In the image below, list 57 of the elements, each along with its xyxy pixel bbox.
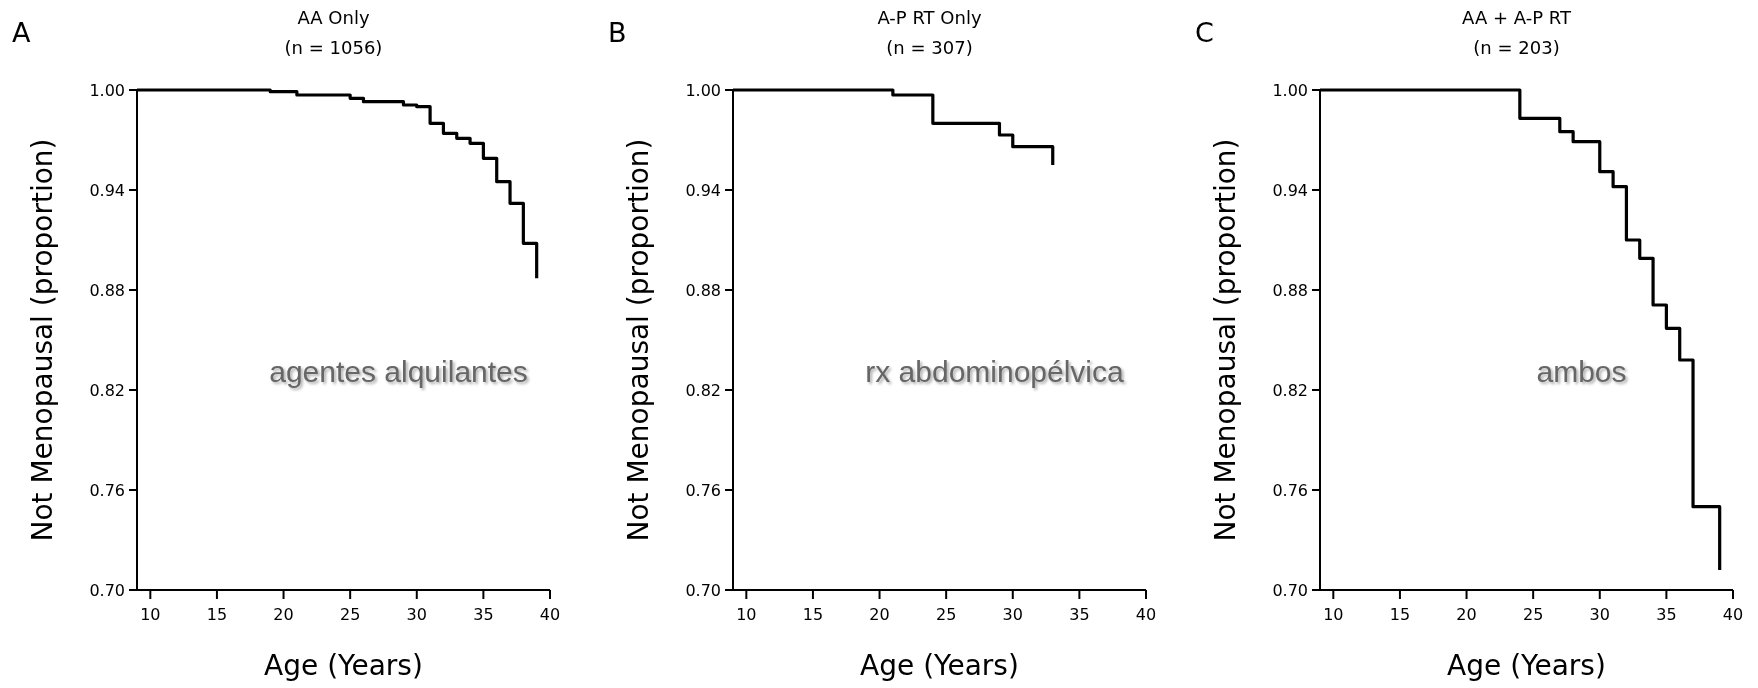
x-tick-label: 40 <box>539 605 561 624</box>
x-tick-label: 25 <box>935 605 957 624</box>
y-tick-label: 0.70 <box>685 580 721 600</box>
chart-title: AA Only <box>297 7 370 28</box>
y-tick-label: 0.88 <box>89 280 125 300</box>
y-tick-label: 0.94 <box>1272 180 1308 200</box>
x-tick-label: 30 <box>406 605 427 624</box>
annotation: agentes alquilantes <box>269 354 528 388</box>
x-tick-label: 10 <box>140 605 161 624</box>
x-tick-label: 40 <box>1135 605 1157 624</box>
x-tick-label: 10 <box>1323 605 1344 624</box>
y-tick-label: 0.76 <box>1272 480 1308 500</box>
x-tick-label: 25 <box>339 605 361 624</box>
x-tick-label: 40 <box>1722 605 1744 624</box>
text: B <box>608 17 627 48</box>
y-tick-label: 0.82 <box>685 380 721 400</box>
text: A <box>12 17 31 48</box>
chart-title: A-P RT Only <box>877 7 982 28</box>
x-axis-title: Age (Years) <box>1447 649 1606 682</box>
x-tick-label: 25 <box>1522 605 1544 624</box>
x-tick-label: 35 <box>473 605 494 624</box>
x-axis-title: Age (Years) <box>860 649 1019 682</box>
chart-subtitle: (n = 1056) <box>284 37 383 58</box>
y-tick-label: 0.76 <box>685 480 721 500</box>
y-tick-label: 0.70 <box>89 580 125 600</box>
y-axis-title: Not Menopausal (proportion) <box>622 138 655 542</box>
annotation: ambos <box>1536 354 1627 388</box>
x-tick-label: 15 <box>1389 605 1411 624</box>
y-tick-label: 0.82 <box>1272 380 1308 400</box>
chart-subtitle: (n = 203) <box>1473 37 1560 58</box>
y-tick-label: 0.76 <box>89 480 125 500</box>
x-tick-label: 35 <box>1656 605 1677 624</box>
y-tick-label: 1.00 <box>1272 80 1308 100</box>
y-tick-label: 0.94 <box>685 180 721 200</box>
x-tick-label: 20 <box>1456 605 1477 624</box>
annotation: rx abdominopélvica <box>865 354 1125 388</box>
y-tick-label: 0.70 <box>1272 580 1308 600</box>
x-tick-label: 15 <box>802 605 824 624</box>
x-tick-label: 10 <box>736 605 757 624</box>
y-tick-label: 0.82 <box>89 380 125 400</box>
y-axis-title: Not Menopausal (proportion) <box>26 138 59 542</box>
x-tick-label: 20 <box>273 605 294 624</box>
y-tick-label: 1.00 <box>89 80 125 100</box>
x-tick-label: 30 <box>1002 605 1023 624</box>
chart-title: AA + A-P RT <box>1462 7 1572 28</box>
x-tick-label: 35 <box>1069 605 1090 624</box>
y-axis-title: Not Menopausal (proportion) <box>1209 138 1242 542</box>
y-tick-label: 0.88 <box>1272 280 1308 300</box>
text: C <box>1195 17 1214 48</box>
chart-subtitle: (n = 307) <box>886 37 973 58</box>
y-tick-label: 0.94 <box>89 180 125 200</box>
x-tick-label: 15 <box>206 605 228 624</box>
y-tick-label: 1.00 <box>685 80 721 100</box>
x-tick-label: 20 <box>869 605 890 624</box>
x-axis-title: Age (Years) <box>264 649 423 682</box>
x-tick-label: 30 <box>1589 605 1610 624</box>
y-tick-label: 0.88 <box>685 280 721 300</box>
